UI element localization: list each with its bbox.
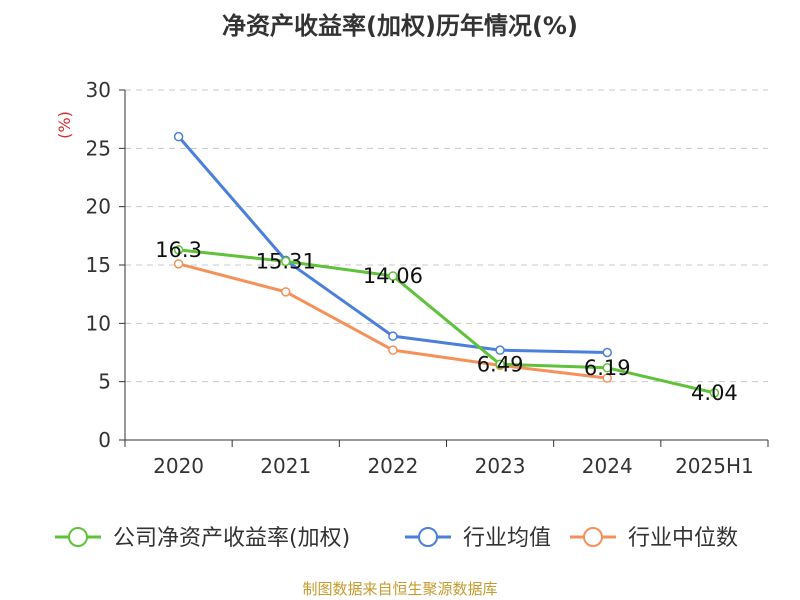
data-point [388, 271, 398, 281]
legend-item[interactable]: 行业中位数 [570, 526, 738, 551]
legend[interactable]: 公司净资产收益率(加权) 行业均值 行业中位数 [55, 526, 738, 551]
data-label: 15.31 [256, 249, 316, 273]
x-tick-label: 2021 [260, 454, 311, 478]
data-point [602, 347, 612, 358]
data-point [281, 256, 291, 267]
x-tick-label: 2025H1 [675, 454, 754, 478]
source-note: 制图数据来自恒生聚源数据库 [302, 580, 498, 598]
legend-item[interactable]: 公司净资产收益率(加权) [55, 526, 350, 551]
data-label: 6.49 [477, 352, 524, 376]
legend-marker [68, 527, 88, 547]
data-point [173, 245, 184, 255]
series [173, 131, 720, 398]
data-point [602, 373, 612, 383]
y-tick-label: 25 [86, 136, 111, 160]
y-tick-label: 15 [86, 253, 111, 277]
data-point [388, 331, 398, 341]
series-line [178, 248, 715, 395]
data-label: 14.06 [363, 264, 423, 288]
x-tick-label: 2024 [582, 454, 633, 478]
legend-label: 公司净资产收益率(加权) [113, 526, 350, 551]
y-tick-label: 30 [86, 78, 111, 102]
data-point [173, 259, 184, 269]
x-tick-label: 2022 [367, 454, 418, 478]
series-line [177, 135, 608, 354]
y-tick-label: 20 [86, 195, 111, 219]
data-label: 16.3 [155, 238, 202, 262]
data-label: 6.19 [584, 356, 631, 380]
data-point [709, 388, 720, 398]
x-tick-label: 2020 [153, 454, 204, 478]
y-tick-label: 5 [98, 370, 111, 394]
data-point [495, 359, 505, 370]
axes: 0 5 10 15 20 25 30 2020 2021 2022 2023 2024 2025H1 (%… [55, 78, 769, 478]
y-tick-label: 0 [98, 428, 111, 452]
y-tick-label: 10 [86, 311, 111, 335]
data-point [173, 131, 184, 142]
x-tick-label: 2023 [475, 454, 526, 478]
legend-label: 行业中位数 [628, 526, 738, 551]
y-axis-label: (%) [55, 111, 74, 139]
legend-label: 行业均值 [463, 526, 551, 551]
data-point [495, 345, 505, 355]
legend-marker [583, 527, 603, 547]
data-point [281, 287, 291, 297]
grid [125, 89, 768, 383]
data-labels: 16.3 15.31 14.06 6.49 6.19 4.04 [155, 238, 738, 405]
data-label: 4.04 [691, 381, 738, 405]
legend-marker [418, 527, 438, 547]
data-point [602, 363, 612, 373]
legend-item[interactable]: 行业均值 [405, 526, 551, 551]
data-point [388, 345, 398, 355]
chart-title: 净资产收益率(加权)历年情况(%) [222, 12, 578, 40]
